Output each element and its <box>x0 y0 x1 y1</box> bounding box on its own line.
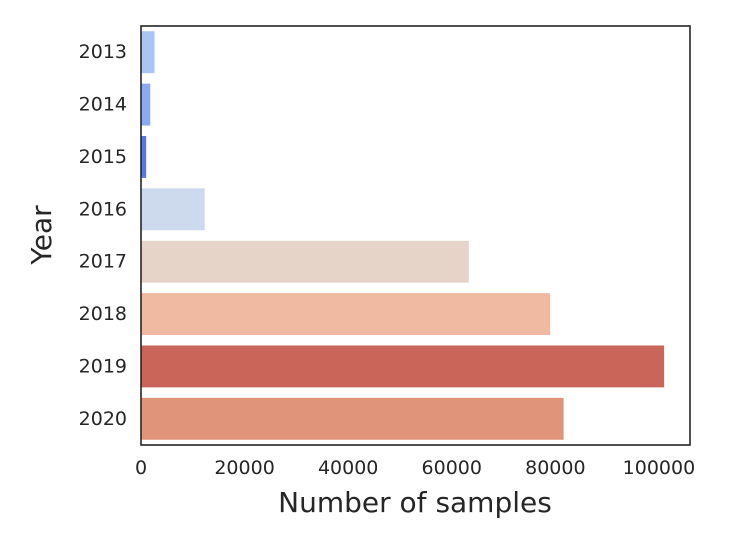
plot-frame <box>140 25 691 446</box>
bar-2013 <box>141 31 155 74</box>
y-tick-label-2015: 2015 <box>79 146 127 168</box>
x-tick-label-40000: 40000 <box>318 457 378 479</box>
y-tick-label-2016: 2016 <box>79 198 127 220</box>
y-tick-label-2014: 2014 <box>79 94 127 116</box>
y-tick-label-2020: 2020 <box>79 408 127 430</box>
bar-2016 <box>141 188 205 231</box>
bar-2019 <box>141 345 665 388</box>
bar-2015 <box>141 135 147 178</box>
y-tick-labels: 2013 2014 2015 2016 2017 2018 2019 2020 <box>79 41 127 430</box>
bar-2020 <box>141 397 564 440</box>
bar-2018 <box>141 293 551 336</box>
x-tick-label-100000: 100000 <box>623 457 696 479</box>
y-tick-label-2019: 2019 <box>79 355 127 377</box>
y-axis-title: Year <box>25 205 58 266</box>
bars-group <box>141 31 665 440</box>
x-tick-label-20000: 20000 <box>214 457 274 479</box>
bar-2014 <box>141 83 151 126</box>
x-tick-labels: 0 20000 40000 60000 80000 100000 <box>135 457 695 479</box>
x-tick-label-80000: 80000 <box>525 457 585 479</box>
bar-2017 <box>141 240 469 283</box>
x-axis-title: Number of samples <box>278 486 552 519</box>
y-tick-label-2018: 2018 <box>79 303 127 325</box>
y-tick-label-2013: 2013 <box>79 41 127 63</box>
y-tick-label-2017: 2017 <box>79 251 127 273</box>
x-tick-label-0: 0 <box>135 457 147 479</box>
x-tick-label-60000: 60000 <box>422 457 482 479</box>
